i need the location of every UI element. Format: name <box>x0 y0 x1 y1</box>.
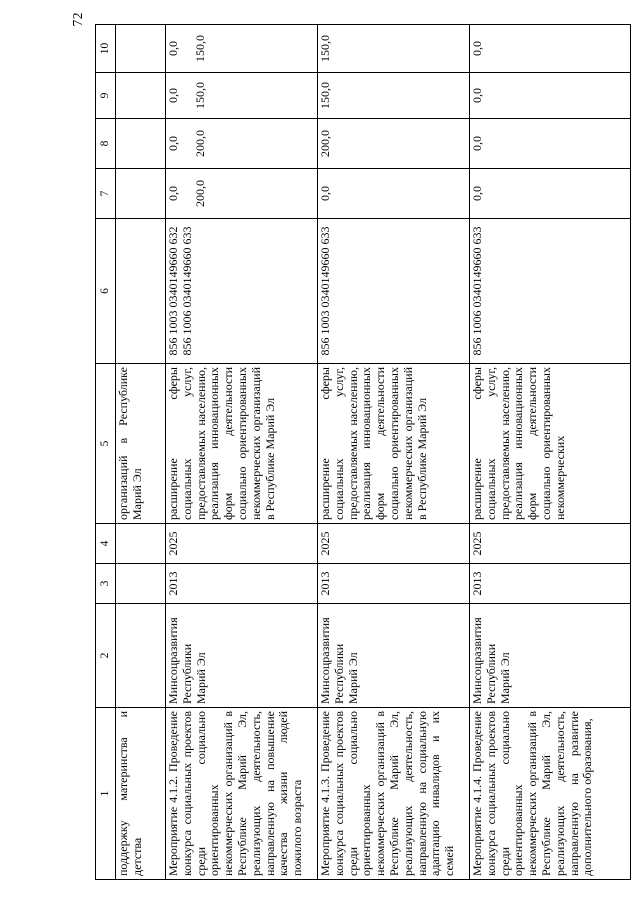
cell-expected-result: расширение сферы социальных услуг, предо… <box>469 363 631 524</box>
amount-value: 150,0 <box>192 35 207 62</box>
amount-value: 0,0 <box>470 136 484 151</box>
cell-amount-col8: 0,0 200,0 <box>165 118 318 169</box>
cell-amount-col10: 150,0 <box>317 24 470 73</box>
cell-end-year <box>115 523 166 564</box>
cell-amount-col9 <box>115 72 166 119</box>
cell-budget-code: 856 1003 0340149660 633 <box>317 218 470 364</box>
cell-amount-col7 <box>115 168 166 219</box>
cell-amount-col9: 150,0 <box>317 72 470 119</box>
column-number-header-row: 1 2 3 4 5 6 7 8 9 10 <box>95 24 116 880</box>
table-row-continuation: поддержку материнства и детства организа… <box>115 24 166 880</box>
cell-amount-col7: 0,0 <box>317 168 470 219</box>
cell-amount-col9: 0,0 150,0 <box>165 72 318 119</box>
cell-activity-text: Мероприятие 4.1.3. Проведение конкурса с… <box>317 707 470 880</box>
cell-amount-col8: 200,0 <box>317 118 470 169</box>
cell-start-year: 2013 <box>317 563 470 604</box>
amount-value: 0,0 <box>318 186 332 201</box>
amount-value: 0,0 <box>166 186 180 201</box>
cell-amount-col10: 0,0 150,0 <box>165 24 318 73</box>
header-cell-6: 6 <box>95 218 116 364</box>
cell-end-year: 2025 <box>317 523 470 564</box>
amount-value: 0,0 <box>166 136 180 151</box>
cell-executor: Минсоцразвития Республики Марий Эл <box>165 603 318 708</box>
table-row-4-1-2: Мероприятие 4.1.2. Проведение конкурса с… <box>165 24 318 880</box>
amount-value: 0,0 <box>166 88 180 103</box>
cell-amount-col8 <box>115 118 166 169</box>
cell-amount-col8: 0,0 <box>469 118 631 169</box>
budget-code-line: 856 1006 0340149660 633 <box>179 226 194 356</box>
header-cell-4: 4 <box>95 523 116 564</box>
header-cell-1: 1 <box>95 707 116 880</box>
cell-amount-col7: 0,0 200,0 <box>165 168 318 219</box>
cell-start-year: 2013 <box>469 563 631 604</box>
cell-amount-col10: 0,0 <box>469 24 631 73</box>
amount-value: 0,0 <box>166 41 180 56</box>
cell-amount-col9: 0,0 <box>469 72 631 119</box>
header-cell-2: 2 <box>95 603 116 708</box>
amount-value: 150,0 <box>318 82 332 109</box>
cell-end-year: 2025 <box>165 523 318 564</box>
cell-amount-col7: 0,0 <box>469 168 631 219</box>
cell-activity-text: Мероприятие 4.1.2. Проведение конкурса с… <box>165 707 318 880</box>
cell-executor: Минсоцразвития Республики Марий Эл <box>317 603 470 708</box>
cell-expected-result: расширение сферы социальных услуг, предо… <box>165 363 318 524</box>
header-cell-10: 10 <box>95 24 116 73</box>
cell-expected-result: организаций в Республике Марий Эл <box>115 363 166 524</box>
budget-code-line: 856 1003 0340149660 633 <box>318 226 332 356</box>
header-cell-9: 9 <box>95 72 116 119</box>
amount-value: 150,0 <box>318 35 332 62</box>
cell-start-year <box>115 563 166 604</box>
budget-code-line: 856 1006 0340149660 633 <box>470 226 484 356</box>
cell-budget-code: 856 1006 0340149660 633 <box>469 218 631 364</box>
amount-value: 0,0 <box>470 88 484 103</box>
budget-code-line: 856 1003 0340149660 632 <box>166 226 180 356</box>
cell-budget-code <box>115 218 166 364</box>
cell-expected-result: расширение сферы социальных услуг, предо… <box>317 363 470 524</box>
amount-value: 200,0 <box>318 130 332 157</box>
cell-activity-text: поддержку материнства и детства <box>115 707 166 880</box>
amount-value: 200,0 <box>192 180 207 207</box>
cell-activity-text: Мероприятие 4.1.4. Проведение конкурса с… <box>469 707 631 880</box>
cell-start-year: 2013 <box>165 563 318 604</box>
cell-end-year: 2025 <box>469 523 631 564</box>
amount-value: 0,0 <box>470 41 484 56</box>
header-cell-3: 3 <box>95 563 116 604</box>
amount-value: 200,0 <box>192 130 207 157</box>
table-row-4-1-3: Мероприятие 4.1.3. Проведение конкурса с… <box>317 24 470 880</box>
amount-value: 0,0 <box>470 186 484 201</box>
page-number: 72 <box>70 12 85 27</box>
header-cell-5: 5 <box>95 363 116 524</box>
header-cell-8: 8 <box>95 118 116 169</box>
cell-executor <box>115 603 166 708</box>
program-activities-table: 1 2 3 4 5 6 7 8 9 10 поддержку материнст… <box>95 24 631 880</box>
amount-value: 150,0 <box>192 82 207 109</box>
table-row-4-1-4: Мероприятие 4.1.4. Проведение конкурса с… <box>469 24 631 880</box>
cell-amount-col10 <box>115 24 166 73</box>
cell-budget-code: 856 1003 0340149660 632 856 1006 0340149… <box>165 218 318 364</box>
header-cell-7: 7 <box>95 168 116 219</box>
cell-executor: Минсоцразвития Республики Марий Эл <box>469 603 631 708</box>
